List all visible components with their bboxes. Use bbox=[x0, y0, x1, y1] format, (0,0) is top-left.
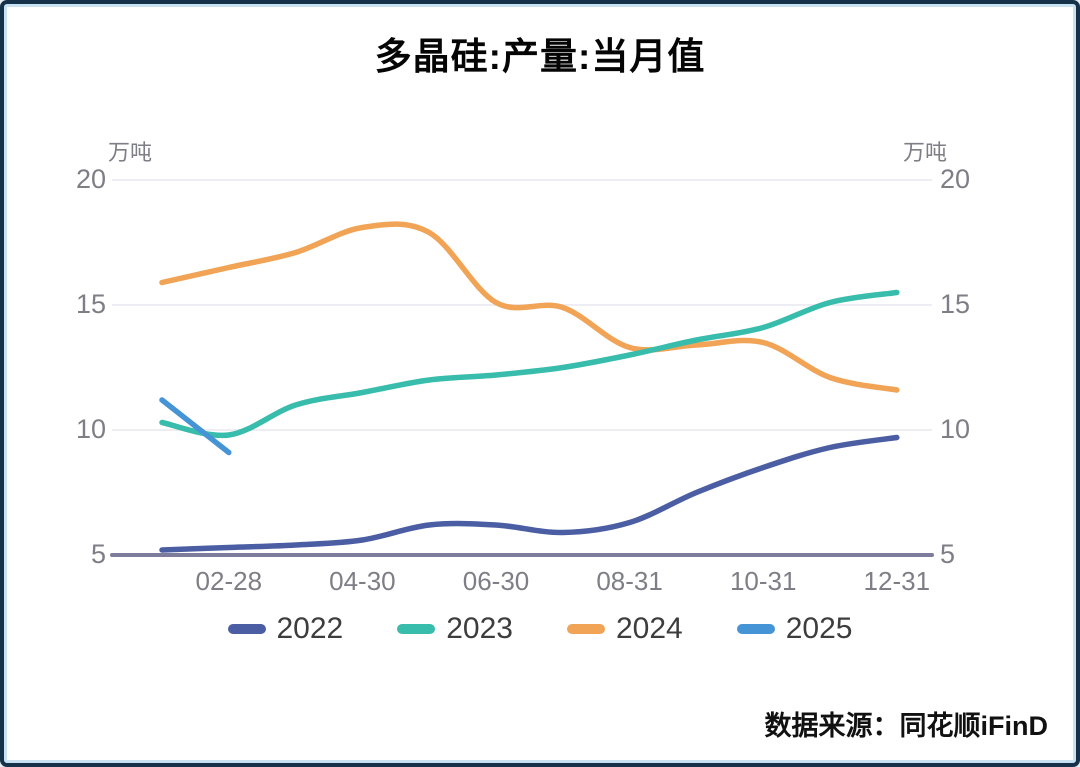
line-chart-plot-area bbox=[110, 179, 934, 557]
series-line-2022 bbox=[159, 434, 900, 553]
series-line-2025 bbox=[159, 397, 232, 456]
series-line-2024 bbox=[159, 221, 900, 393]
y-axis-label-right-15: 15 bbox=[940, 289, 971, 319]
x-axis-label-04-30: 04-30 bbox=[329, 566, 396, 596]
x-axis-label-08-31: 08-31 bbox=[596, 566, 663, 596]
data-source-note: 数据来源：同花顺iFinD bbox=[764, 711, 1049, 741]
legend-label: 2023 bbox=[446, 612, 513, 645]
x-axis-label-12-31: 12-31 bbox=[863, 566, 931, 596]
y-axis-label-left-20: 20 bbox=[75, 164, 106, 194]
legend-swatch-2024 bbox=[567, 624, 605, 634]
legend-swatch-2025 bbox=[736, 624, 775, 634]
y-axis-label-right-20: 20 bbox=[940, 164, 971, 194]
y-axis-label-left-10: 10 bbox=[75, 414, 106, 444]
legend-swatch-2023 bbox=[397, 624, 436, 634]
legend-item-2024[interactable]: 2024 bbox=[567, 612, 683, 646]
x-axis-label-02-28: 02-28 bbox=[195, 566, 263, 596]
y-axis-unit-left: 万吨 bbox=[108, 140, 153, 165]
x-axis-label-10-31: 10-31 bbox=[729, 566, 797, 596]
chart-legend: 2022 2023 2024 2025 bbox=[4, 612, 1076, 646]
chart-title: 多晶硅:产量:当月值 bbox=[374, 36, 706, 77]
legend-item-2022[interactable]: 2022 bbox=[227, 612, 344, 646]
y-axis-unit-right: 万吨 bbox=[903, 140, 948, 165]
legend-item-2025[interactable]: 2025 bbox=[736, 612, 853, 646]
legend-label: 2024 bbox=[616, 612, 683, 645]
y-axis-label-left-5: 5 bbox=[90, 539, 106, 569]
legend-label: 2025 bbox=[785, 612, 853, 645]
y-axis-label-right-5: 5 bbox=[940, 539, 956, 569]
x-axis-label-06-30: 06-30 bbox=[462, 566, 530, 596]
y-axis-label-right-10: 10 bbox=[940, 414, 971, 444]
legend-label: 2022 bbox=[276, 612, 344, 645]
legend-swatch-2022 bbox=[227, 624, 266, 634]
y-axis-label-left-15: 15 bbox=[75, 289, 106, 319]
legend-item-2023[interactable]: 2023 bbox=[397, 612, 513, 646]
series-line-2023 bbox=[159, 289, 900, 439]
